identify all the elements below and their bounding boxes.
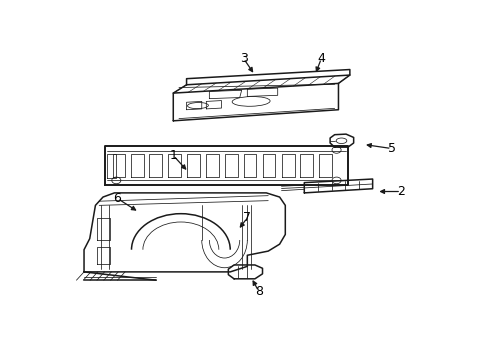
Text: 2: 2 bbox=[397, 185, 405, 198]
Text: 1: 1 bbox=[170, 149, 177, 162]
Text: 6: 6 bbox=[114, 192, 122, 205]
Text: 7: 7 bbox=[244, 211, 251, 224]
Text: 5: 5 bbox=[388, 142, 395, 155]
Text: 4: 4 bbox=[318, 52, 325, 65]
Text: 8: 8 bbox=[255, 285, 263, 298]
Text: 3: 3 bbox=[240, 52, 247, 65]
